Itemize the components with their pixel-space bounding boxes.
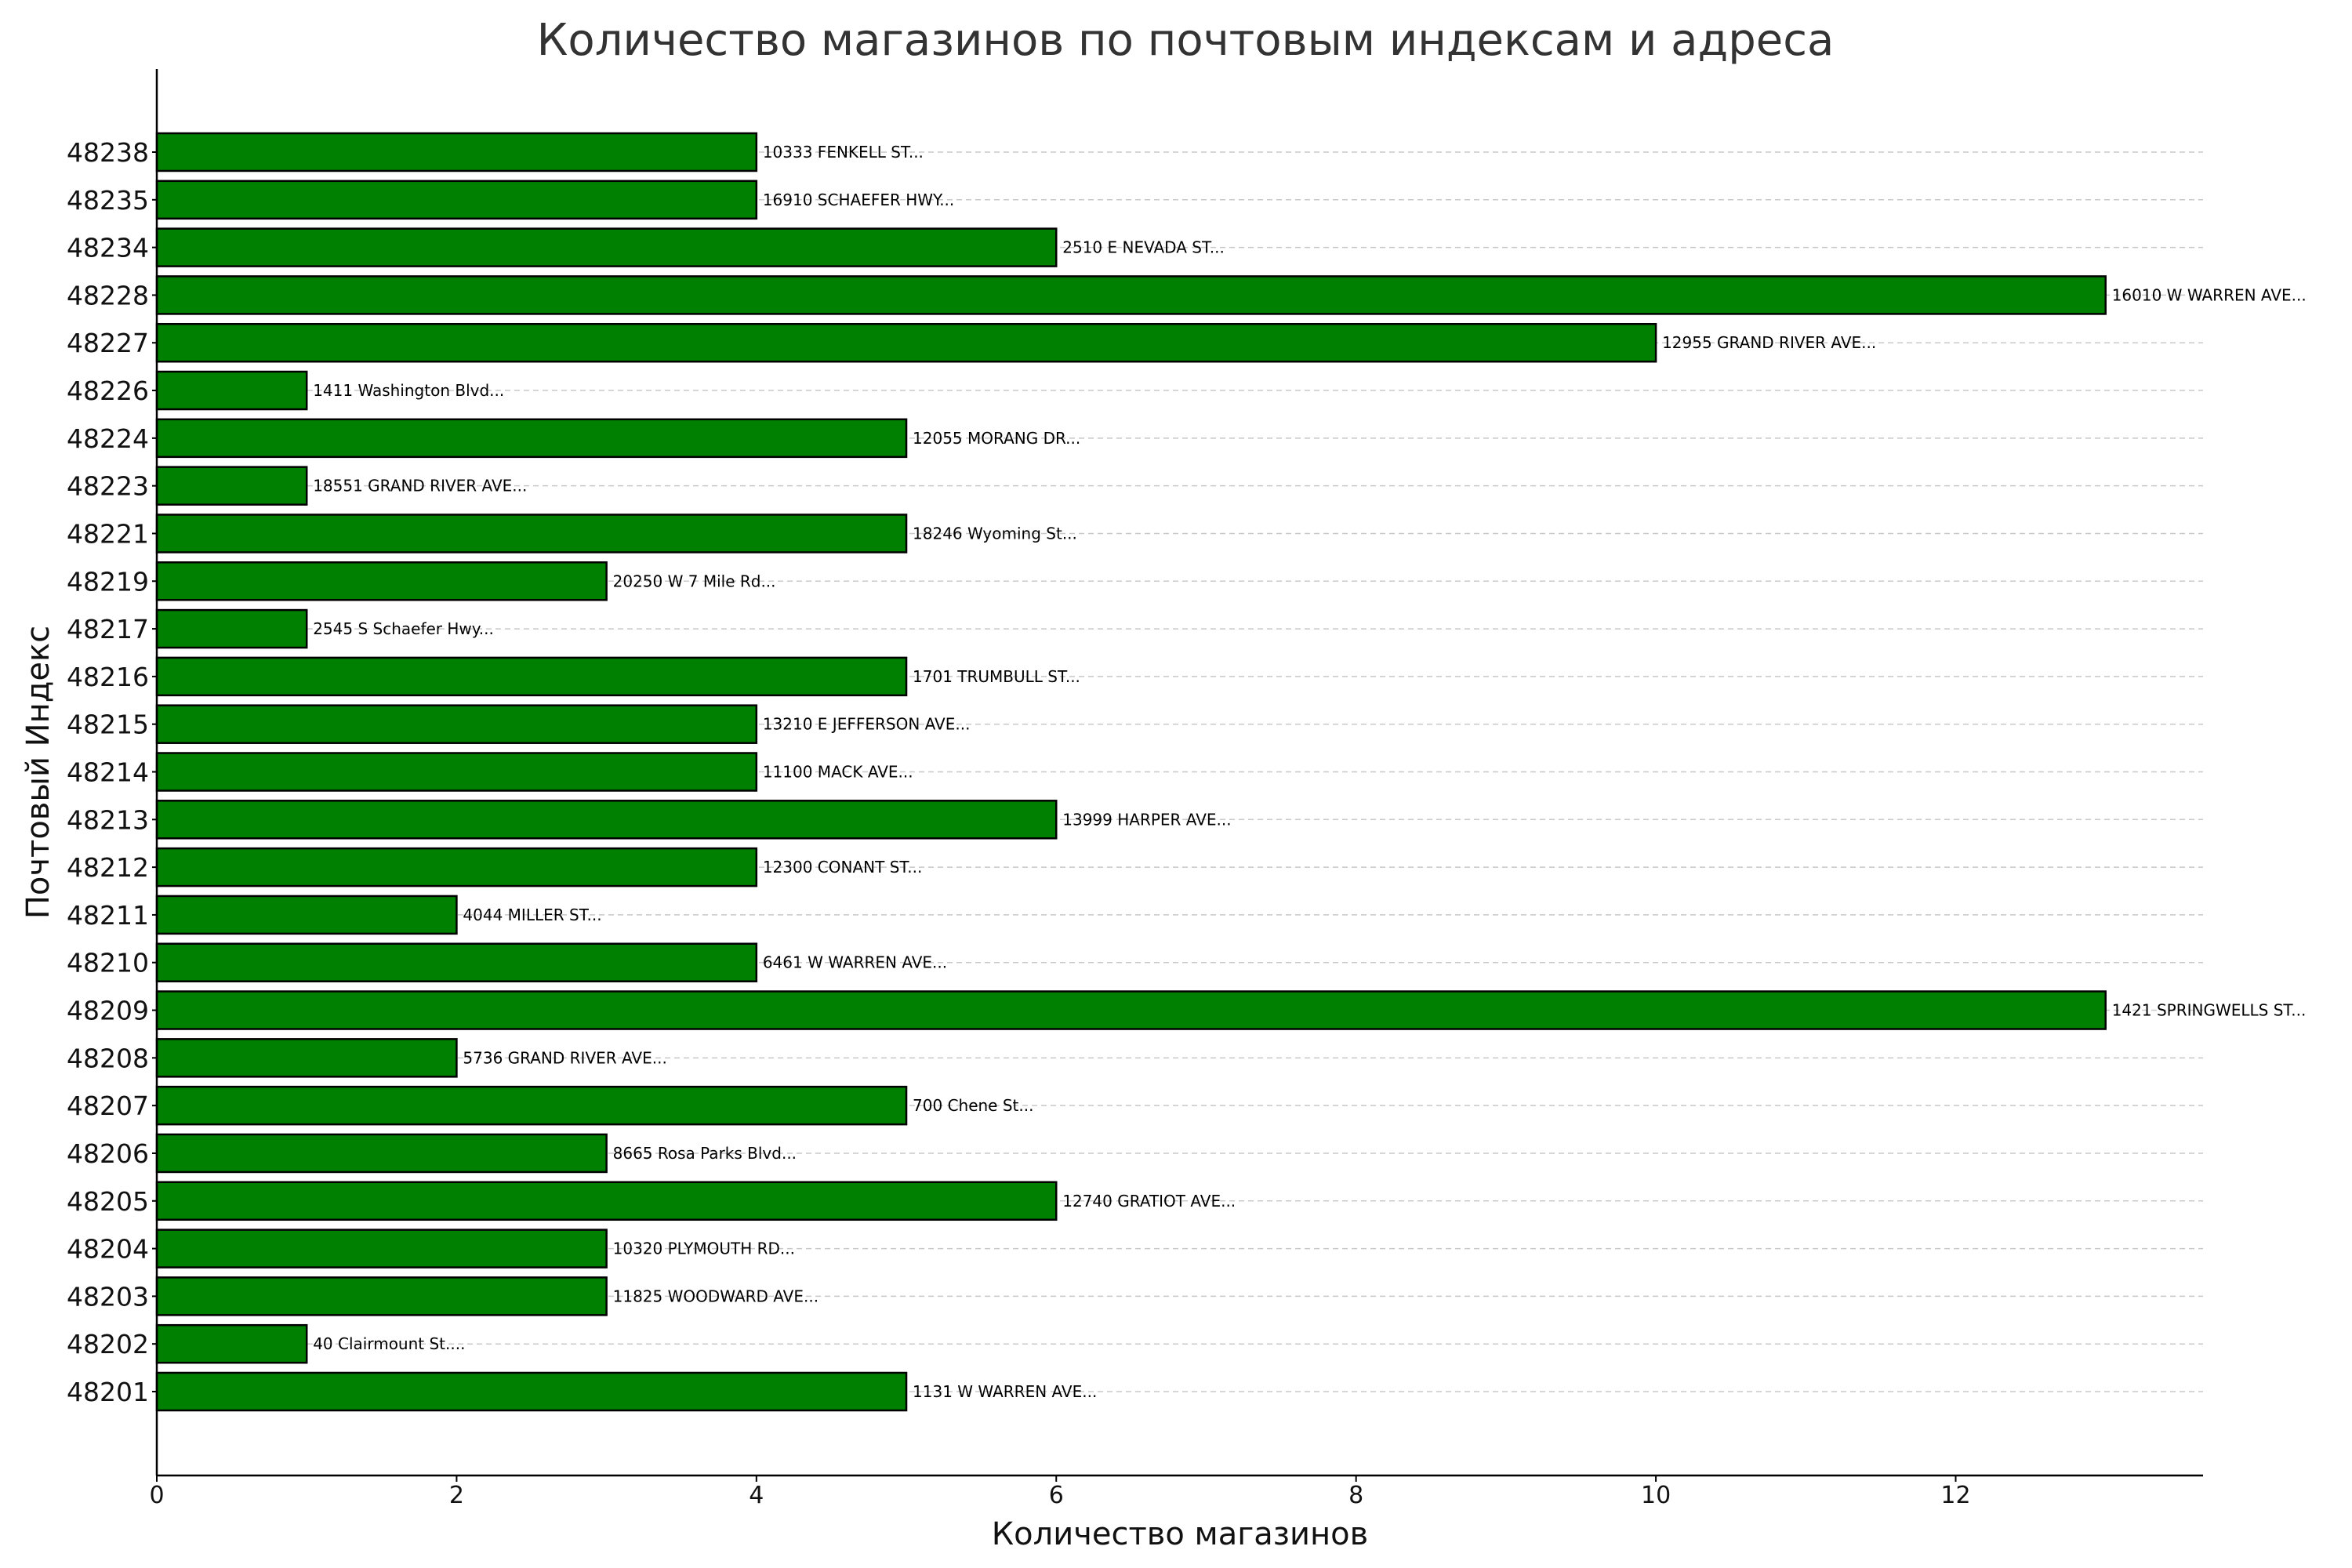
x-axis-label: Количество магазинов bbox=[992, 1516, 1368, 1552]
bar bbox=[155, 561, 608, 601]
bar bbox=[155, 1181, 1058, 1221]
bar bbox=[155, 704, 758, 744]
bar-label: 1131 W WARREN AVE... bbox=[913, 1382, 1097, 1401]
bar-label: 1701 TRUMBULL ST... bbox=[913, 667, 1080, 686]
bar-label: 4044 MILLER ST... bbox=[463, 906, 601, 924]
bar bbox=[155, 1323, 308, 1364]
y-tick-labels: 48201 48202 48203 48204 48205 48206 48207 48208… bbox=[67, 137, 157, 1407]
chart-title: Количество магазинов по почтовым индекса… bbox=[537, 15, 1835, 66]
bar bbox=[155, 322, 1657, 363]
bar-label: 1411 Washington Blvd... bbox=[313, 381, 504, 400]
bar-label: 13999 HARPER AVE... bbox=[1062, 810, 1231, 829]
bar bbox=[155, 1085, 908, 1126]
y-tick-label: 48203 bbox=[67, 1281, 149, 1312]
bar bbox=[155, 800, 1058, 840]
bar bbox=[155, 1371, 908, 1412]
bar bbox=[155, 418, 908, 459]
x-tick-label: 6 bbox=[1049, 1482, 1064, 1509]
bar bbox=[155, 1133, 608, 1174]
bar-label: 20250 W 7 Mile Rd... bbox=[613, 572, 776, 590]
y-tick-label: 48235 bbox=[67, 185, 149, 216]
bar bbox=[155, 514, 908, 554]
y-tick-label: 48202 bbox=[67, 1329, 149, 1359]
bar bbox=[155, 847, 758, 887]
x-tick-label: 2 bbox=[449, 1482, 464, 1509]
bar bbox=[155, 466, 308, 506]
y-tick-label: 48205 bbox=[67, 1186, 149, 1217]
bar-label: 18246 Wyoming St... bbox=[913, 524, 1077, 543]
bar-label: 6461 W WARREN AVE... bbox=[763, 953, 947, 972]
bar bbox=[155, 132, 758, 172]
bar-label: 12300 CONANT ST... bbox=[763, 858, 922, 877]
bar-label: 16910 SCHAEFER HWY... bbox=[763, 191, 954, 209]
bar-label: 2510 E NEVADA ST... bbox=[1062, 238, 1225, 257]
y-tick-label: 48223 bbox=[67, 471, 149, 502]
bar-label: 11825 WOODWARD AVE... bbox=[613, 1287, 818, 1305]
y-tick-label: 48224 bbox=[67, 423, 149, 454]
y-tick-label: 48213 bbox=[67, 804, 149, 835]
bar-label: 40 Clairmount St.... bbox=[313, 1334, 465, 1353]
bar-label: 5736 GRAND RIVER AVE... bbox=[463, 1048, 666, 1067]
bar bbox=[155, 608, 308, 649]
y-tick-label: 48211 bbox=[67, 900, 149, 931]
bar-label: 10320 PLYMOUTH RD... bbox=[613, 1240, 795, 1258]
y-tick-label: 48227 bbox=[67, 328, 149, 358]
y-tick-label: 48206 bbox=[67, 1138, 149, 1169]
y-tick-label: 48210 bbox=[67, 948, 149, 978]
y-tick-label: 48209 bbox=[67, 996, 149, 1026]
bar-label: 12055 MORANG DR... bbox=[913, 429, 1080, 448]
bar bbox=[155, 656, 908, 697]
bar bbox=[155, 180, 758, 220]
bar-label: 16010 W WARREN AVE... bbox=[2112, 285, 2307, 304]
bar-label: 11100 MACK AVE... bbox=[763, 763, 913, 782]
bar bbox=[155, 752, 758, 792]
x-tick-label: 0 bbox=[149, 1482, 164, 1509]
bar bbox=[155, 1229, 608, 1269]
y-tick-label: 48208 bbox=[67, 1043, 149, 1073]
x-tick-label: 8 bbox=[1348, 1482, 1363, 1509]
y-tick-label: 48217 bbox=[67, 614, 149, 644]
bar bbox=[155, 942, 758, 982]
y-tick-label: 48234 bbox=[67, 233, 149, 263]
x-tick-label: 12 bbox=[1940, 1482, 1970, 1509]
bar bbox=[155, 1276, 608, 1316]
x-tick-label: 10 bbox=[1641, 1482, 1671, 1509]
y-tick-label: 48212 bbox=[67, 852, 149, 883]
bar-label: 10333 FENKELL ST... bbox=[763, 143, 924, 162]
bar-label: 8665 Rosa Parks Blvd... bbox=[613, 1144, 797, 1163]
bar-label: 2545 S Schaefer Hwy... bbox=[313, 619, 494, 638]
bar-label: 13210 E JEFFERSON AVE... bbox=[763, 715, 971, 734]
y-tick-label: 48221 bbox=[67, 518, 149, 549]
bar bbox=[155, 275, 2107, 315]
y-tick-label: 48204 bbox=[67, 1234, 149, 1265]
bar-label: 12955 GRAND RIVER AVE... bbox=[1662, 333, 1876, 352]
y-tick-label: 48215 bbox=[67, 710, 149, 740]
bar-labels: 1131 W WARREN AVE... 40 Clairmount St....… bbox=[313, 143, 2307, 1401]
x-tick-label: 4 bbox=[749, 1482, 764, 1509]
y-tick-label: 48216 bbox=[67, 662, 149, 692]
y-tick-label: 48238 bbox=[67, 137, 149, 168]
y-tick-label: 48228 bbox=[67, 280, 149, 310]
y-tick-label: 48201 bbox=[67, 1377, 149, 1407]
y-tick-label: 48226 bbox=[67, 376, 149, 406]
bar bbox=[155, 227, 1058, 267]
y-tick-label: 48207 bbox=[67, 1091, 149, 1121]
x-tick-labels: 0 2 4 6 8 10 12 bbox=[149, 1475, 1971, 1509]
y-tick-label: 48214 bbox=[67, 757, 149, 788]
bars bbox=[155, 132, 2107, 1412]
bar-label: 18551 GRAND RIVER AVE... bbox=[313, 477, 527, 495]
bar-label: 1421 SPRINGWELLS ST... bbox=[2112, 1001, 2307, 1020]
bar bbox=[155, 1038, 458, 1078]
y-tick-label: 48219 bbox=[67, 566, 149, 597]
y-axis-label: Почтовый Индекс bbox=[20, 626, 56, 919]
bar-label: 700 Chene St... bbox=[913, 1096, 1033, 1115]
bar bbox=[155, 990, 2107, 1030]
bar bbox=[155, 370, 308, 411]
bar bbox=[155, 895, 458, 935]
bar-label: 12740 GRATIOT AVE... bbox=[1062, 1192, 1236, 1210]
